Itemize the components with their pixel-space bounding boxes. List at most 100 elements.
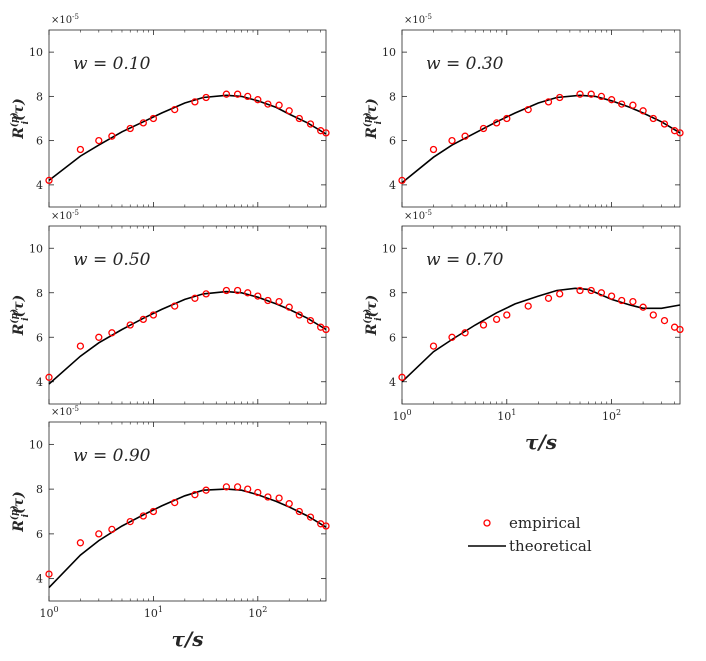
empirical-point: [244, 92, 252, 101]
y-multiplier: ×10-5: [51, 209, 79, 222]
y-multiplier: ×10-5: [51, 405, 79, 418]
empirical-point: [479, 321, 488, 329]
empirical-point: [479, 124, 488, 133]
x-tick-label: 102: [602, 408, 621, 423]
empirical-point: [244, 289, 252, 297]
y-tick-label: 8: [36, 90, 43, 103]
y-axis-label: R(p)i(τ): [9, 491, 31, 533]
y-tick-label: 4: [36, 179, 43, 192]
y-tick-label: 6: [36, 135, 43, 148]
theoretical-series-line: [401, 94, 681, 184]
empirical-point: [461, 329, 469, 337]
empirical-point: [171, 105, 179, 114]
empirical-point: [556, 290, 564, 298]
y-tick-label: 4: [389, 179, 396, 192]
x-tick-label: 101: [497, 408, 516, 423]
empirical-point: [171, 302, 179, 310]
empirical-point: [126, 517, 134, 526]
axes-box: [48, 225, 327, 405]
empirical-point: [295, 114, 303, 123]
empirical-point: [95, 530, 103, 538]
x-minor-ticks: [80, 30, 321, 207]
empirical-point: [139, 119, 147, 127]
empirical-point: [149, 114, 158, 123]
axes-box: [401, 29, 681, 208]
x-axis-label: τ/s: [525, 430, 557, 454]
empirical-point: [576, 90, 584, 98]
empirical-point: [191, 491, 199, 499]
w-annotation: w = 0.70: [426, 250, 504, 270]
empirical-point: [95, 333, 103, 341]
legend-marker-empirical: [483, 519, 491, 527]
empirical-point: [275, 297, 283, 306]
empirical-point: [285, 303, 293, 311]
empirical-point: [76, 342, 85, 350]
y-tick-label: 10: [382, 46, 396, 59]
empirical-point: [429, 342, 438, 350]
empirical-point: [544, 294, 553, 302]
theoretical-series-line: [48, 488, 327, 589]
empirical-point: [264, 493, 272, 501]
y-axis-label: R(p)i(τ): [9, 98, 31, 140]
x-tick-label: 100: [39, 605, 58, 620]
empirical-point: [322, 522, 330, 530]
empirical-point: [202, 93, 210, 102]
y-tick-label: 10: [29, 438, 43, 451]
empirical-point: [597, 92, 606, 101]
empirical-point: [618, 100, 626, 108]
empirical-point: [492, 119, 501, 127]
axes-box: [48, 29, 327, 208]
y-tick-label: 4: [36, 573, 43, 586]
chart-panel-1: 4 6 8 10 ×10-5 R(p)i(τ) w = 0.10: [9, 13, 330, 208]
empirical-point: [544, 98, 553, 106]
empirical-point: [254, 292, 262, 300]
empirical-point: [108, 132, 116, 140]
y-tick-label: 10: [382, 242, 396, 255]
empirical-point: [629, 101, 637, 109]
y-multiplier: ×10-5: [404, 13, 432, 26]
empirical-point: [306, 316, 315, 325]
empirical-point: [524, 105, 532, 114]
x-tick-label: 102: [248, 605, 267, 620]
y-multiplier: ×10-5: [404, 209, 432, 222]
empirical-point: [676, 325, 684, 334]
empirical-point: [149, 507, 158, 516]
y-tick-label: 10: [29, 46, 43, 59]
empirical-point: [191, 98, 199, 106]
empirical-point: [607, 292, 616, 300]
chart-panel-4: 100 101 102 4 6 8 10 ×10-5 R(p)i(τ) w = 0.70 τ/s: [362, 209, 684, 454]
y-axis-label: R(p)i(τ): [362, 295, 384, 337]
x-minor-ticks: [433, 226, 675, 404]
empirical-point: [429, 145, 438, 154]
empirical-point: [660, 316, 669, 325]
empirical-point: [233, 483, 242, 491]
empirical-point: [295, 311, 303, 319]
empirical-point: [139, 512, 147, 520]
empirical-point: [149, 311, 158, 319]
theoretical-series-line: [401, 287, 681, 383]
empirical-point: [233, 286, 242, 295]
empirical-point: [275, 101, 283, 109]
empirical-point: [322, 325, 330, 334]
empirical-point: [618, 296, 626, 305]
chart-panel-5: 100 101 102 4 6 8 10 ×10-5 R(p)i(τ) w = 0.90 τ/s: [9, 405, 330, 651]
w-annotation: w = 0.30: [426, 54, 504, 74]
x-minor-ticks: [433, 30, 675, 207]
empirical-point: [587, 286, 595, 295]
y-tick-label: 4: [36, 376, 43, 389]
empirical-point: [108, 525, 116, 534]
empirical-point: [285, 107, 293, 115]
empirical-point: [45, 570, 53, 578]
y-axis-label: R(p)i(τ): [9, 295, 31, 337]
empirical-point: [306, 120, 315, 128]
x-tick-label: 100: [392, 408, 411, 423]
empirical-point: [191, 294, 199, 302]
x-axis-label: τ/s: [171, 627, 203, 651]
empirical-point: [126, 321, 134, 329]
y-tick-label: 4: [389, 376, 396, 389]
chart-panel-3: 4 6 8 10 ×10-5 R(p)i(τ) w = 0.50: [9, 209, 330, 405]
w-annotation: w = 0.90: [73, 446, 151, 466]
empirical-point: [492, 315, 501, 324]
empirical-point: [244, 485, 252, 493]
empirical-point: [202, 486, 210, 494]
